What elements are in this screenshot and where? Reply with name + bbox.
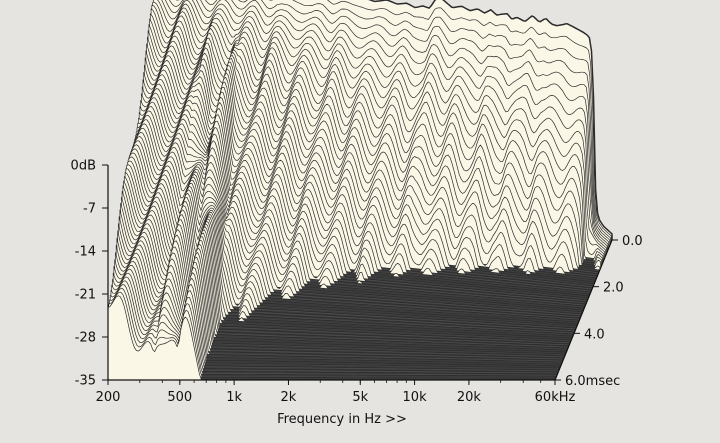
y-tick-label: -28 — [75, 331, 96, 346]
x-tick-label: 500 — [167, 390, 192, 405]
y-tick-label: -35 — [75, 374, 96, 389]
x-axis-title: Frequency in Hz >> — [277, 412, 407, 427]
time-tick-label: 6.0msec — [565, 374, 620, 389]
waterfall-slice — [130, 140, 581, 319]
y-axis-ticks: 0dB -7 -14 -21 -28 -35 — [71, 159, 108, 389]
axes — [107, 165, 613, 381]
time-tick-label: 4.0 — [584, 327, 605, 342]
x-tick-label: 200 — [96, 390, 121, 405]
x-tick-label: 20k — [457, 390, 482, 405]
x-tick-label: 60kHz — [535, 390, 576, 405]
time-axis-line — [554, 239, 613, 381]
y-tick-label: 0dB — [71, 159, 96, 174]
x-tick-label: 1k — [226, 390, 242, 405]
waterfall-slice — [131, 136, 582, 317]
time-tick-label: 2.0 — [603, 281, 624, 296]
y-tick-label: -14 — [75, 245, 96, 260]
time-tick-label: 0.0 — [622, 234, 643, 249]
x-tick-label: 10k — [403, 390, 428, 405]
waterfall-mesh — [107, 0, 613, 381]
y-tick-label: -7 — [83, 202, 96, 217]
time-axis-ticks: 0.0 2.0 4.0 6.0msec — [555, 234, 643, 389]
x-axis-ticks: 200 500 1k 2k 5k 10k 20k 60kHz — [96, 380, 576, 405]
x-tick-label: 5k — [352, 390, 368, 405]
x-tick-label: 2k — [281, 390, 297, 405]
y-tick-label: -21 — [75, 288, 96, 303]
